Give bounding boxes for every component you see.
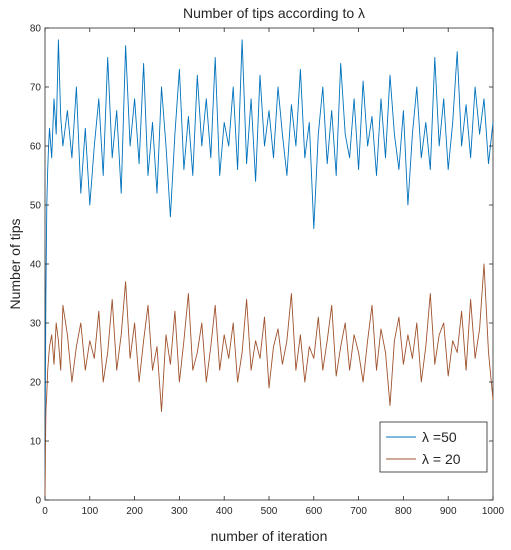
y-tick-label: 60 (30, 142, 42, 153)
y-tick-label: 20 (30, 378, 42, 389)
y-tick-label: 70 (30, 83, 42, 94)
x-tick-label: 400 (216, 506, 233, 517)
x-tick-label: 500 (261, 506, 278, 517)
series-line-1 (44, 39, 494, 501)
y-tick-label: 10 (30, 437, 42, 448)
series-line-2 (44, 263, 494, 501)
y-tick-label: 50 (30, 201, 42, 212)
x-tick-label: 1000 (482, 506, 505, 517)
y-axis-label: Number of tips (7, 218, 23, 309)
y-tick-label: 80 (30, 24, 42, 35)
x-tick-label: 200 (126, 506, 143, 517)
legend: λ =50 λ = 20 (379, 421, 488, 473)
legend-label-1: λ =50 (422, 429, 457, 445)
x-tick-label: 100 (81, 506, 98, 517)
x-tick-label: 900 (440, 506, 457, 517)
y-tick-label: 40 (30, 260, 42, 271)
x-tick-label: 300 (171, 506, 188, 517)
series-layer (44, 39, 494, 501)
y-tick-label: 0 (35, 496, 41, 507)
y-axis: 0 10 20 30 40 50 60 70 80 (30, 24, 493, 507)
x-tick-label: 800 (395, 506, 412, 517)
x-tick-label: 600 (305, 506, 322, 517)
x-tick-label: 700 (350, 506, 367, 517)
y-tick-label: 30 (30, 319, 42, 330)
legend-label-2: λ = 20 (422, 451, 461, 467)
chart-title: Number of tips according to λ (183, 5, 365, 21)
x-axis: 0 100 200 300 400 500 600 700 800 900 1000 (42, 28, 505, 517)
x-axis-label: number of iteration (211, 528, 328, 544)
legend-box (379, 421, 488, 473)
x-tick-label: 0 (42, 506, 48, 517)
